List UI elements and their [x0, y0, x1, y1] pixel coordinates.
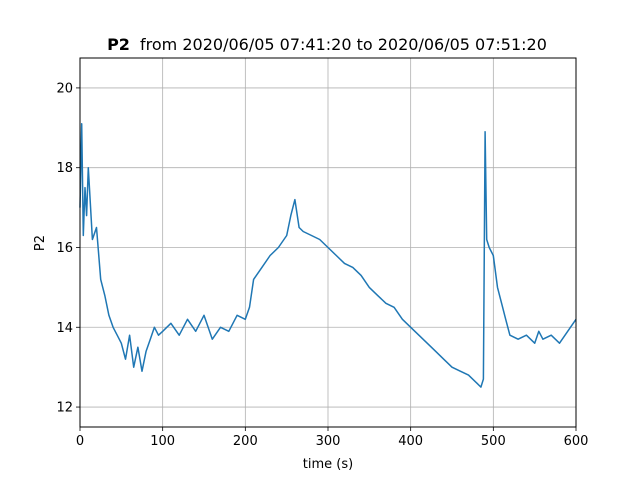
y-tick-label: 20: [56, 81, 73, 96]
x-tick-label: 400: [398, 434, 423, 449]
svg-text:P2 from 2020/06/05 07:41: P2 from 2020/06/05 07:41:20 to 2020/06/0…: [107, 35, 547, 54]
x-axis-label: time (s): [303, 457, 353, 472]
y-tick-label: 18: [56, 161, 73, 176]
chart-title-rest: from 2020/06/05 07:41:20 to 2020/06/05 0…: [140, 35, 547, 54]
x-tick-label: 300: [316, 434, 341, 449]
x-tick-label: 100: [150, 434, 175, 449]
series-group: [79, 123, 577, 388]
y-axis-label: P2: [33, 235, 48, 251]
y-tick-label: 16: [56, 241, 73, 256]
y-tick-label: 14: [56, 321, 73, 336]
chart-title: P2 from 2020/06/05 07:41:20 to 2020/06/0…: [107, 35, 547, 54]
x-tick-label: 600: [564, 434, 589, 449]
plot-frame: [79, 57, 577, 428]
y-tick-label: 12: [56, 401, 73, 416]
x-tick-label: 0: [76, 434, 84, 449]
x-tick-label: 500: [481, 434, 506, 449]
x-axis: 0 100 200 300 400 500 600: [76, 427, 589, 449]
x-tick-label: 200: [233, 434, 258, 449]
series-line-p2: [79, 123, 577, 388]
y-axis: 12 14 16 18 20: [56, 81, 80, 416]
chart-title-bold: P2: [107, 35, 130, 54]
